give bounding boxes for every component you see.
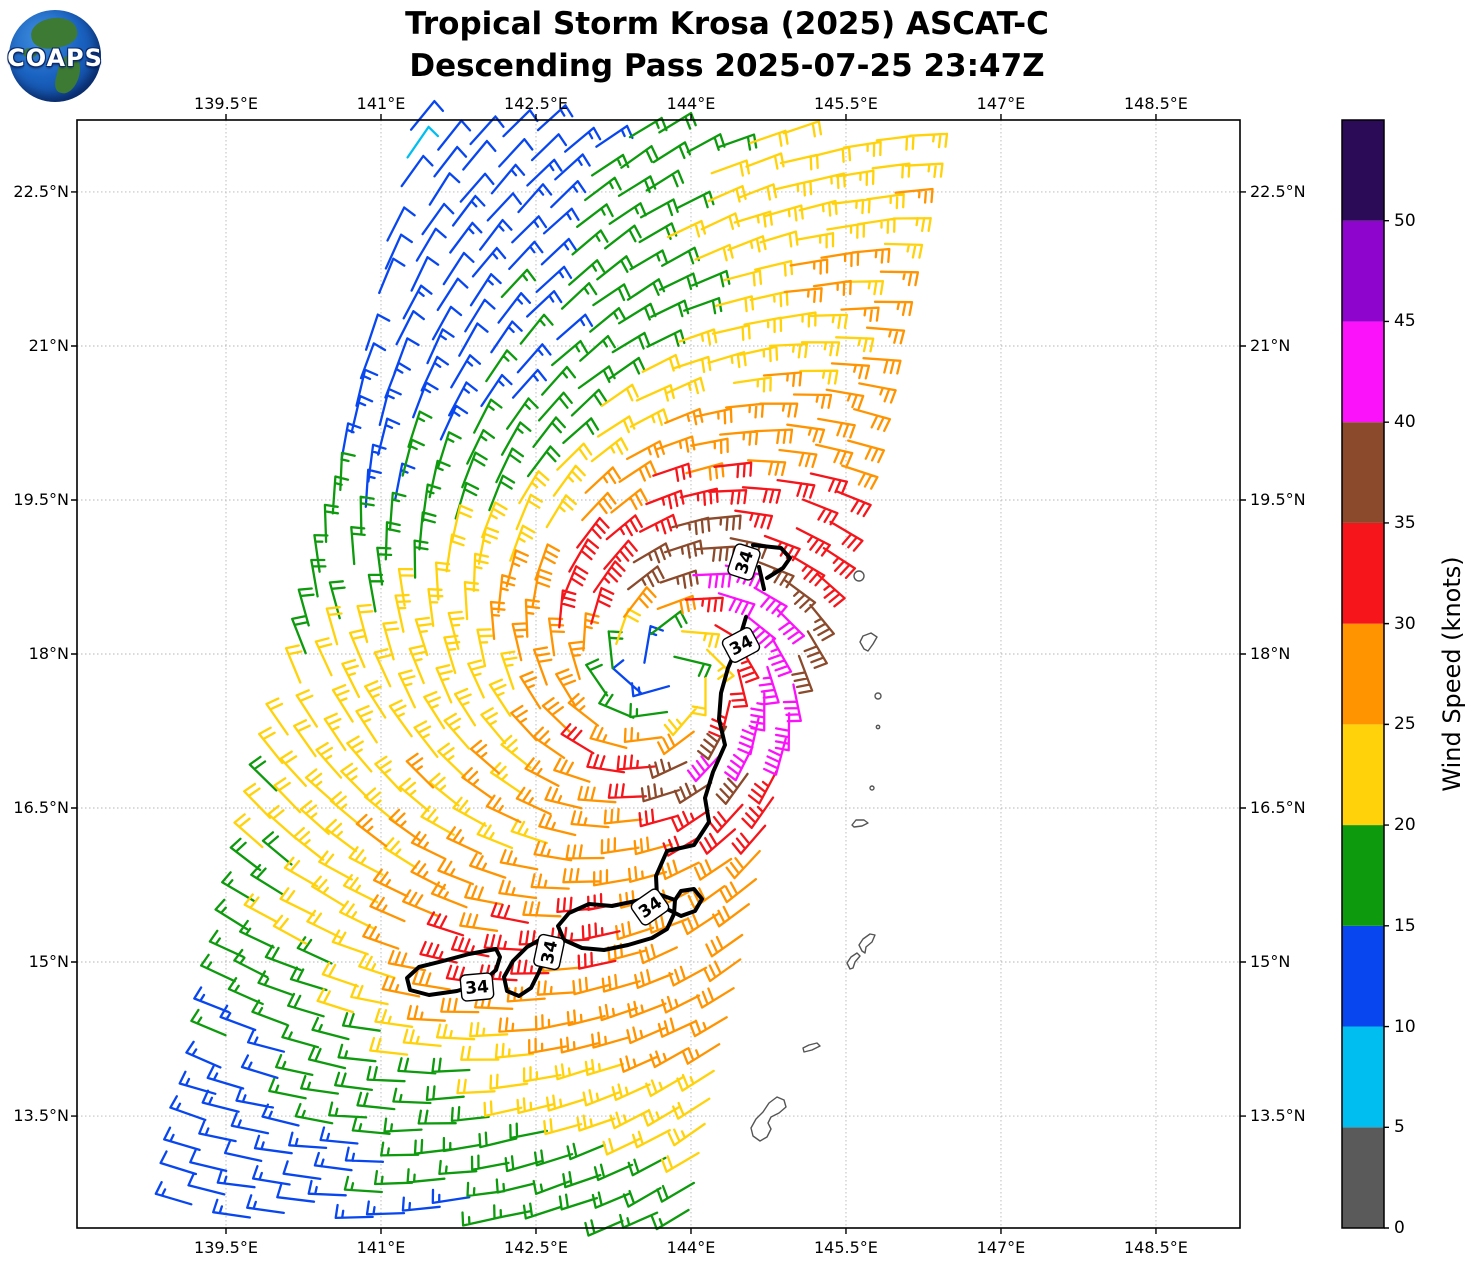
- contour-34kt: [751, 543, 792, 580]
- ytick-right-18: 18°N: [1250, 644, 1291, 663]
- island-guam: [750, 1096, 787, 1142]
- svg-text:34: 34: [538, 938, 563, 965]
- colorbar-tick-30: 30: [1394, 613, 1416, 634]
- xtick-top-145.5: 145.5°E: [814, 94, 878, 113]
- island-tinian: [846, 952, 861, 970]
- colorbar-segment-35-40kt: [1342, 422, 1384, 523]
- wind-barbs-f5151a: [419, 461, 872, 985]
- colorbar-segment-40-45kt: [1342, 321, 1384, 423]
- colorbar-tick-20: 20: [1394, 815, 1416, 836]
- wind-barbs-00bff0: [406, 125, 440, 159]
- xtick-top-147: 147°E: [976, 94, 1026, 113]
- ytick-right-13.5: 13.5°N: [1250, 1106, 1306, 1125]
- contour-label-34: 34: [727, 543, 761, 581]
- xtick-top-148.5: 148.5°E: [1124, 94, 1188, 113]
- colorbar-segment-25-30kt: [1342, 623, 1384, 725]
- coaps-logo: COAPS: [7, 10, 103, 102]
- ytick-right-21: 21°N: [1250, 335, 1291, 355]
- colorbar-tick-35: 35: [1394, 512, 1416, 533]
- island-pagan-north: [853, 570, 865, 582]
- island-alamagan: [874, 692, 882, 700]
- island-pagan: [859, 632, 878, 652]
- ytick-left-16.5: 16.5°N: [13, 798, 69, 817]
- plot-title-line2: Descending Pass 2025-07-25 23:47Z: [409, 48, 1045, 84]
- contour-34kt: [405, 947, 502, 997]
- colorbar-segment-5-10kt: [1342, 1026, 1384, 1128]
- contour-label-34: 34: [721, 627, 761, 663]
- xtick-top-141: 141°E: [356, 94, 406, 113]
- colorbar-tick-15: 15: [1394, 915, 1416, 936]
- contour-label-34: 34: [459, 972, 495, 1002]
- plot-title-line1: Tropical Storm Krosa (2025) ASCAT-C: [405, 6, 1049, 42]
- island-sarigan: [869, 785, 875, 791]
- xtick-top-144: 144°E: [666, 94, 716, 113]
- xtick-bottom-142.5: 142.5°E: [504, 1238, 568, 1257]
- contour-34kt: [757, 565, 766, 591]
- xtick-top-142.5: 142.5°E: [504, 94, 568, 113]
- ytick-right-19.5: 19.5°N: [1250, 489, 1306, 509]
- ytick-left-22.5: 22.5°N: [13, 181, 69, 201]
- ytick-left-15: 15°N: [28, 952, 69, 971]
- colorbar-ticks: [1384, 220, 1389, 1229]
- colorbar-segment-0-5kt: [1342, 1127, 1384, 1228]
- xtick-bottom-148.5: 148.5°E: [1124, 1238, 1188, 1257]
- ytick-right-16.5: 16.5°N: [1250, 798, 1306, 817]
- colorbar-tick-50: 50: [1394, 210, 1416, 231]
- xtick-bottom-147: 147°E: [976, 1238, 1026, 1257]
- coaps-logo-text: COAPS: [7, 43, 103, 72]
- axis-ticks: [71, 114, 1246, 1234]
- colorbar-axis-label: Wind Speed (knots): [1438, 556, 1466, 792]
- colorbar-tick-0: 0: [1394, 1218, 1405, 1238]
- colorbar-segment-50-55kt: [1342, 120, 1384, 221]
- ytick-right-15: 15°N: [1250, 952, 1291, 971]
- xtick-bottom-139.5: 139.5°E: [194, 1238, 258, 1257]
- globe-land-shape: [23, 48, 37, 58]
- colorbar-segment-45-50kt: [1342, 220, 1384, 322]
- contour-34kt: [654, 615, 748, 918]
- colorbar-tick-45: 45: [1394, 311, 1416, 332]
- island-guguan: [875, 724, 881, 730]
- colorbar-segment-15-20kt: [1342, 825, 1384, 926]
- ytick-left-18: 18°N: [28, 644, 69, 663]
- ytick-right-22.5: 22.5°N: [1250, 181, 1306, 201]
- colorbar-segment-30-35kt: [1342, 522, 1384, 624]
- island-saipan: [858, 933, 876, 954]
- ytick-left-19.5: 19.5°N: [13, 489, 69, 509]
- wind-barbs-ff9400: [355, 187, 934, 1073]
- ytick-left-21: 21°N: [28, 335, 69, 355]
- svg-text:34: 34: [464, 977, 489, 999]
- colorbar-frame: [1341, 119, 1385, 1229]
- wind-barbs-0d9a0d: [190, 111, 758, 1237]
- wind-barbs-0846f0: [154, 99, 671, 1220]
- wind-barbs-8b4a2b: [627, 514, 835, 805]
- contour-label-34: 34: [533, 933, 565, 971]
- colorbar-segment-20-25kt: [1342, 724, 1384, 826]
- xtick-bottom-145.5: 145.5°E: [814, 1238, 878, 1257]
- island-anatahan: [851, 819, 869, 828]
- island-rota: [802, 1042, 821, 1053]
- colorbar-tick-25: 25: [1394, 714, 1416, 735]
- xtick-top-139.5: 139.5°E: [194, 94, 258, 113]
- colorbar-segment-10-15kt: [1342, 925, 1384, 1027]
- colorbar-tick-5: 5: [1394, 1117, 1405, 1138]
- colorbar-tick-40: 40: [1394, 412, 1416, 433]
- wind-barbs-ffd20a: [233, 120, 949, 1173]
- axes-frame: [76, 119, 1241, 1229]
- xtick-bottom-141: 141°E: [356, 1238, 406, 1257]
- xtick-bottom-144: 144°E: [666, 1238, 716, 1257]
- colorbar-tick-10: 10: [1394, 1016, 1416, 1037]
- ytick-left-13.5: 13.5°N: [13, 1106, 69, 1125]
